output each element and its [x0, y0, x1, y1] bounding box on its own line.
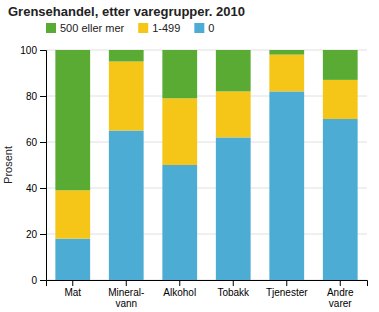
- x-tick: Mat: [64, 280, 81, 298]
- grid-line: [46, 234, 367, 235]
- chart: Grensehandel, etter varegrupper. 2010 0 20…: [0, 0, 379, 312]
- bar-segment: [269, 55, 304, 92]
- axis-line: [40, 51, 47, 281]
- tick-mark: [72, 280, 73, 286]
- bar-series: [55, 91, 357, 280]
- x-tick: Mineral-vann: [108, 280, 144, 309]
- tick-label: 60: [26, 137, 38, 148]
- x-tick: Alkohol: [163, 280, 196, 298]
- tick-mark: [40, 96, 46, 97]
- legend: 500 eller mer 1-499 0: [46, 22, 214, 34]
- x-tick: Tjenester: [266, 280, 308, 298]
- grid-line: [46, 188, 367, 189]
- tick-label: Andrevarer: [327, 287, 354, 309]
- bar-segment: [216, 50, 251, 91]
- axis-line: [47, 281, 368, 287]
- y-tick: 40: [26, 183, 46, 194]
- legend-label: 1-499: [152, 22, 180, 34]
- legend-item: 500 eller mer: [46, 22, 125, 34]
- legend-item: 1-499: [138, 22, 180, 34]
- legend-label: 0: [208, 22, 214, 34]
- bar-series: [55, 55, 357, 239]
- y-axis-title: Prosent: [2, 146, 14, 184]
- tick-mark: [40, 142, 46, 143]
- tick-label: Mineral-vann: [108, 287, 144, 309]
- tick-mark: [179, 280, 180, 286]
- tick-mark: [340, 280, 341, 286]
- tick-label: 80: [26, 91, 38, 102]
- bar-segment: [162, 98, 197, 165]
- y-tick: 100: [20, 45, 46, 56]
- y-axis: 0 20 40 60 80 100: [20, 45, 46, 286]
- grid-line: [46, 142, 367, 143]
- legend-swatch: [138, 23, 148, 33]
- legend-item: 0: [194, 22, 214, 34]
- tick-label: 100: [20, 45, 37, 56]
- title: Grensehandel, etter varegrupper. 2010: [8, 4, 245, 19]
- bar-segment: [55, 190, 90, 238]
- bar-segment: [55, 50, 90, 190]
- bar-segment: [269, 91, 304, 280]
- grid-line: [46, 50, 367, 51]
- tick-label: Tjenester: [266, 287, 308, 298]
- tick-label: Alkohol: [163, 287, 196, 298]
- tick-mark: [233, 280, 234, 286]
- y-tick: 60: [26, 137, 46, 148]
- y-tick: 80: [26, 91, 46, 102]
- x-axis: Mat Mineral-vann Alkohol Tobakk Tjenester And…: [47, 280, 368, 309]
- tick-mark: [40, 280, 46, 281]
- grid: [46, 50, 367, 280]
- tick-label: Tobakk: [217, 287, 250, 298]
- tick-label: 40: [26, 183, 38, 194]
- bars: [55, 50, 357, 280]
- legend-swatch: [194, 23, 204, 33]
- bar-segment: [109, 131, 144, 281]
- grid-line: [46, 96, 367, 97]
- plot: 0 20 40 60 80 100 Mat Mineral-vann Alkohol Tobakk…: [20, 45, 367, 309]
- bar-segment: [216, 91, 251, 137]
- x-tick: Tobakk: [217, 280, 250, 298]
- bar-series: [55, 50, 357, 190]
- bar-segment: [323, 80, 358, 119]
- y-tick: 0: [31, 275, 46, 286]
- tick-mark: [286, 280, 287, 286]
- bar-segment: [162, 165, 197, 280]
- tick-mark: [40, 50, 46, 51]
- tick-label: 20: [26, 229, 38, 240]
- bar-segment: [109, 62, 144, 131]
- bar-segment: [216, 137, 251, 280]
- tick-mark: [40, 234, 46, 235]
- tick-mark: [40, 188, 46, 189]
- tick-label: Mat: [64, 287, 81, 298]
- bar-segment: [109, 50, 144, 62]
- tick-label: 0: [31, 275, 37, 286]
- x-tick: Andrevarer: [327, 280, 354, 309]
- y-tick: 20: [26, 229, 46, 240]
- legend-swatch: [46, 23, 56, 33]
- bar-segment: [323, 50, 358, 80]
- legend-label: 500 eller mer: [60, 22, 125, 34]
- bar-segment: [55, 239, 90, 280]
- bar-segment: [269, 50, 304, 55]
- bar-segment: [162, 50, 197, 98]
- tick-mark: [126, 280, 127, 286]
- bar-segment: [323, 119, 358, 280]
